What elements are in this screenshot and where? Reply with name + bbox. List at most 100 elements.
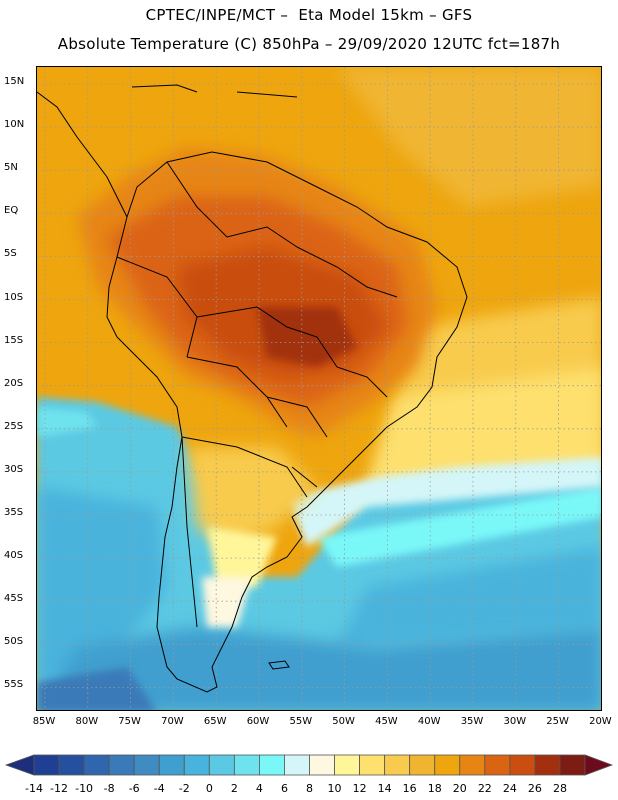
colorbar-label: 26 xyxy=(527,782,542,795)
longitude-label: 40W xyxy=(417,716,441,727)
latitude-label: 30S xyxy=(4,463,24,475)
latitude-label: 15N xyxy=(4,76,25,87)
field-land-hottest xyxy=(257,307,357,367)
colorbar-cells xyxy=(4,754,614,776)
colorbar-label: -8 xyxy=(103,782,115,795)
colorbar-label: -2 xyxy=(178,782,190,795)
longitude-label: 65W xyxy=(203,716,227,727)
border-argentina-north xyxy=(181,436,308,498)
latitude-label: 25S xyxy=(4,420,24,432)
colorbar-label: -10 xyxy=(75,782,94,795)
colorbar xyxy=(4,754,614,776)
colorbar-label: -6 xyxy=(128,782,140,795)
colorbar-cell xyxy=(183,754,210,776)
longitude-label: 20W xyxy=(589,716,612,727)
longitude-label: 25W xyxy=(546,716,569,727)
map-canvas xyxy=(37,67,601,710)
colorbar-cell xyxy=(334,754,360,776)
coastlines xyxy=(37,84,468,693)
colorbar-cell xyxy=(409,754,436,776)
colorbar-label: 8 xyxy=(306,782,313,795)
latitude-label: 5S xyxy=(4,248,17,260)
colorbar-cell xyxy=(58,754,85,776)
colorbar-cell xyxy=(559,754,586,776)
colorbar-label: 16 xyxy=(402,782,417,795)
colorbar-label: 2 xyxy=(230,782,238,795)
field-atlantic-warm xyxy=(337,67,601,207)
field-patagonia xyxy=(202,577,252,627)
colorbar-label: 24 xyxy=(502,782,517,795)
colorbar-label: 20 xyxy=(452,782,467,795)
colorbar-label: 6 xyxy=(280,782,288,795)
longitude-label: 55W xyxy=(289,716,313,727)
latitude-label: 15S xyxy=(4,334,24,346)
border-brazil-west xyxy=(196,306,338,368)
colorbar-cell xyxy=(459,754,486,776)
colorbar-label: 4 xyxy=(255,782,263,795)
field-front-pale xyxy=(287,457,601,547)
field-atlantic-cold xyxy=(337,547,601,647)
latitude-label: 20S xyxy=(4,377,24,389)
field-midlat-yellow xyxy=(367,367,601,487)
colorbar-cell xyxy=(208,754,235,776)
coast-central-america xyxy=(37,91,128,218)
longitude-label: 80W xyxy=(75,716,99,727)
border-chile-argentina xyxy=(181,436,198,628)
longitude-label: 85W xyxy=(32,716,56,727)
field-coldest xyxy=(37,667,156,710)
colorbar-low-arrow xyxy=(4,754,35,776)
border-bolivia xyxy=(186,356,288,428)
coast-caribbean-islands xyxy=(131,84,198,93)
field-cyan-front xyxy=(317,487,601,567)
chart-title: CPTEC/INPE/MCT – Eta Model 15km – GFS xyxy=(145,6,473,24)
border-uruguay xyxy=(291,466,318,488)
colorbar-cell xyxy=(509,754,536,776)
colorbar-label: 22 xyxy=(477,782,492,795)
colorbar-label: 0 xyxy=(205,782,213,795)
colorbar-cell xyxy=(384,754,411,776)
latitude-label: 5N xyxy=(4,162,18,174)
latitude-label: 45S xyxy=(4,593,24,605)
latitude-label: 50S xyxy=(4,636,24,648)
colorbar-cell xyxy=(158,754,185,776)
colorbar-cell xyxy=(284,754,310,776)
colorbar-label: -14 xyxy=(25,782,43,795)
border-brazil-states xyxy=(336,366,388,398)
colorbar-label: -4 xyxy=(153,782,165,795)
latitude-label: 10N xyxy=(4,119,25,131)
colorbar-cell xyxy=(233,754,260,776)
field-cold-band xyxy=(37,407,97,437)
colorbar-label: -12 xyxy=(50,782,69,795)
colorbar-cell xyxy=(359,754,386,776)
latitude-label: EQ xyxy=(4,205,19,217)
longitude-label: 60W xyxy=(246,716,270,727)
field-pacific-cold xyxy=(37,487,167,687)
border-brazil-north xyxy=(296,246,398,298)
colorbar-label: 28 xyxy=(552,782,567,795)
colorbar-label: 10 xyxy=(327,782,342,795)
border-paraguay xyxy=(266,396,328,438)
chart-subtitle: Absolute Temperature (C) 850hPa – 29/09/… xyxy=(57,35,561,53)
coast-antilles xyxy=(236,91,298,98)
colorbar-cell xyxy=(108,754,135,776)
longitude-label: 30W xyxy=(503,716,527,727)
temperature-map[interactable] xyxy=(36,66,602,711)
longitude-label: 45W xyxy=(375,716,398,727)
colorbar-label: 12 xyxy=(352,782,367,795)
longitude-label: 70W xyxy=(161,716,184,727)
colorbar-cell xyxy=(534,754,561,776)
longitude-label: 75W xyxy=(118,716,141,727)
longitude-label: 35W xyxy=(460,716,484,727)
colorbar-cell xyxy=(259,754,285,776)
colorbar-high-arrow xyxy=(584,754,614,776)
border-ecuador-peru xyxy=(116,256,198,358)
latitude-label: 35S xyxy=(4,507,24,518)
longitude-label: 50W xyxy=(332,716,355,727)
field-southern-cold xyxy=(38,627,601,710)
colorbar-cell xyxy=(309,754,335,776)
colorbar-cell xyxy=(434,754,461,776)
border-colombia-venezuela xyxy=(166,161,298,248)
colorbar-cell xyxy=(83,754,110,776)
colorbar-label: 18 xyxy=(427,782,442,795)
latitude-label: 40S xyxy=(4,550,24,562)
